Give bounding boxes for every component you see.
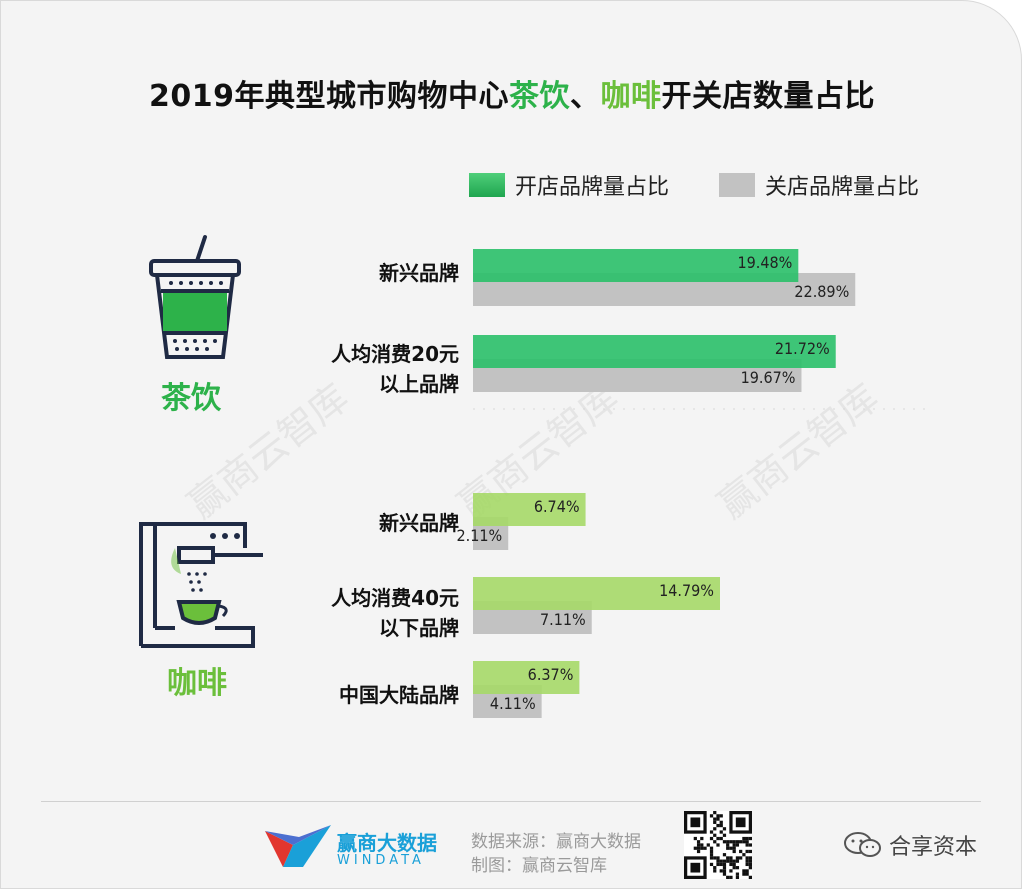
legend-label-close: 关店品牌量占比 bbox=[765, 175, 920, 200]
legend-close: 关店品牌量占比 bbox=[719, 171, 920, 200]
value-label-close: 4.11% bbox=[490, 694, 536, 713]
legend-swatch-open bbox=[469, 173, 505, 197]
section-label-tea: 茶饮 bbox=[161, 381, 221, 416]
value-label-open: 19.48% bbox=[737, 253, 792, 272]
coffee-machine-icon bbox=[139, 522, 263, 648]
category-label: 中国大陆品牌 bbox=[339, 683, 459, 707]
share-name: 合享资本 bbox=[889, 835, 978, 860]
share-label: 合享资本 bbox=[843, 829, 977, 861]
bar-open bbox=[473, 493, 586, 526]
chart-title: 2019年典型城市购物中心茶饮、咖啡开关店数量占比 bbox=[149, 79, 875, 114]
qr-code-icon bbox=[684, 811, 752, 879]
category-label: 新兴品牌 bbox=[379, 511, 459, 535]
legend-label-open: 开店品牌量占比 bbox=[515, 175, 670, 200]
value-label-open: 14.79% bbox=[659, 581, 714, 600]
value-label-close: 7.11% bbox=[540, 610, 586, 629]
value-label-close: 22.89% bbox=[794, 282, 849, 301]
footer-divider bbox=[41, 801, 981, 802]
value-label-open: 6.74% bbox=[534, 497, 580, 516]
wechat-icon bbox=[844, 832, 881, 857]
brand-name-en: WINDATA bbox=[337, 853, 425, 868]
value-label-open: 6.37% bbox=[528, 665, 574, 684]
value-label-open: 21.72% bbox=[775, 339, 830, 358]
value-label-close: 19.67% bbox=[741, 368, 796, 387]
bar-open bbox=[473, 577, 720, 610]
legend-swatch-close bbox=[719, 173, 755, 197]
legend-open: 开店品牌量占比 bbox=[469, 171, 670, 200]
section-label-coffee: 咖啡 bbox=[167, 666, 227, 701]
data-source: 数据来源：赢商大数据 bbox=[471, 832, 641, 852]
bar-open bbox=[473, 335, 836, 368]
category-label: 新兴品牌 bbox=[379, 261, 459, 285]
bar-open bbox=[473, 661, 580, 694]
category-label: 人均消费20元 以上品牌 bbox=[331, 342, 459, 396]
tea-cup-icon bbox=[149, 235, 241, 359]
category-label: 人均消费40元 以下品牌 bbox=[331, 586, 459, 640]
chart-maker: 制图：赢商云智库 bbox=[471, 856, 607, 876]
windata-logo-icon bbox=[265, 825, 331, 867]
brand-name: 赢商大数据 bbox=[337, 831, 437, 855]
value-label-close: 2.11% bbox=[457, 526, 503, 545]
bar-open bbox=[473, 249, 799, 282]
